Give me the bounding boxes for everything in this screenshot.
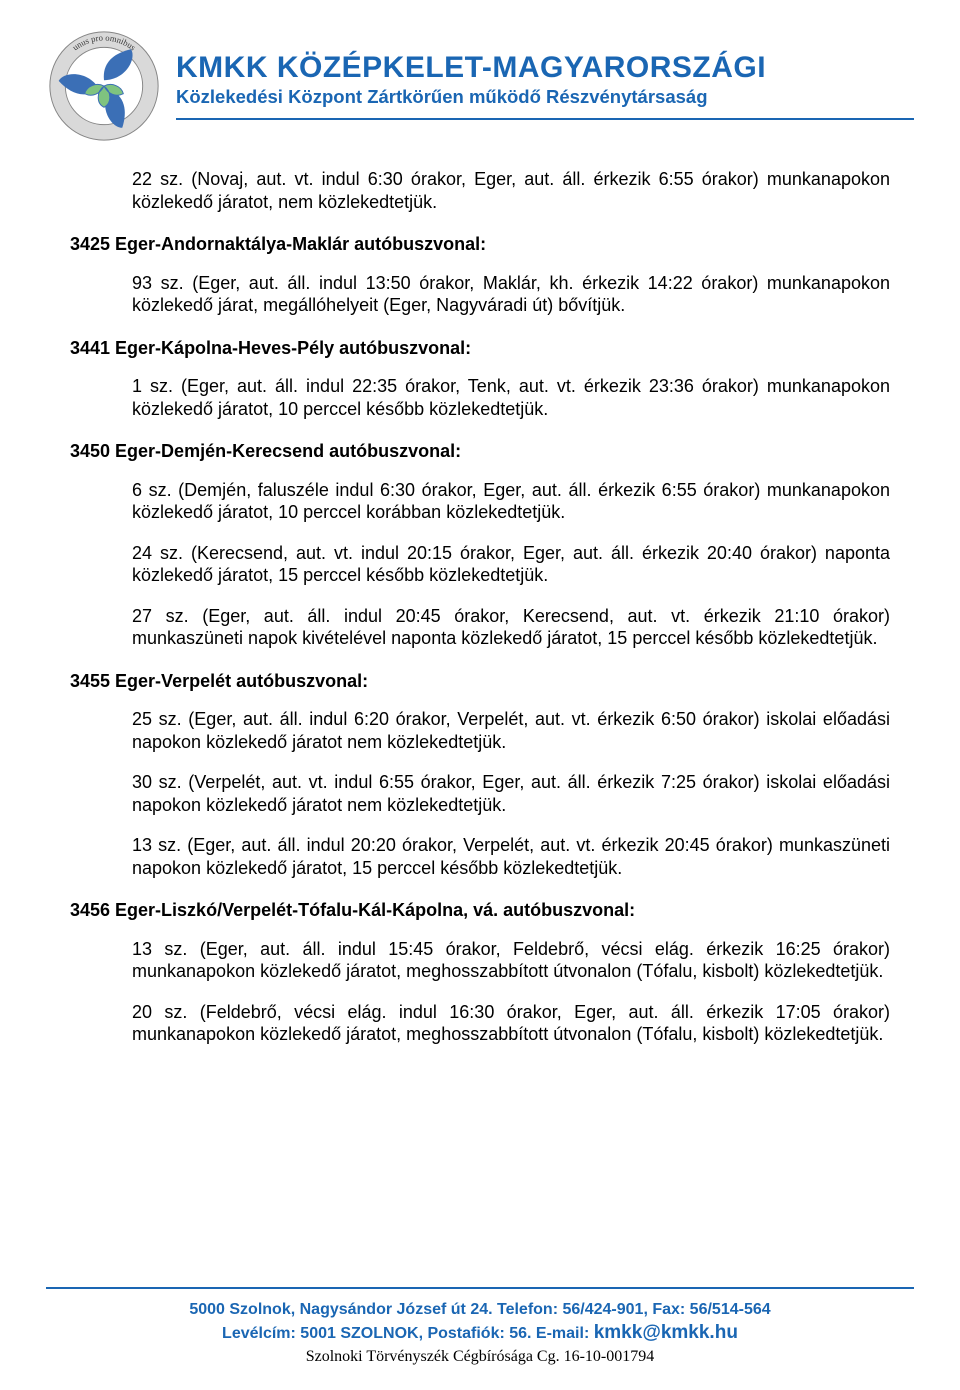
paragraph: 25 sz. (Eger, aut. áll. indul 6:20 órako… [132,708,890,753]
company-logo: unus pro omnibus [46,28,162,144]
paragraph: 13 sz. (Eger, aut. áll. indul 20:20 órak… [132,834,890,879]
title-stack: KMKK KÖZÉPKELET-MAGYARORSZÁGI Közlekedés… [176,52,914,120]
section-heading-3425: 3425 Eger-Andornaktálya-Maklár autóbuszv… [70,233,890,256]
paragraph: 27 sz. (Eger, aut. áll. indul 20:45 órak… [132,605,890,650]
section-heading-3455: 3455 Eger-Verpelét autóbuszvonal: [70,670,890,693]
title-main: KMKK KÖZÉPKELET-MAGYARORSZÁGI [176,52,914,84]
paragraph: 20 sz. (Feldebrő, vécsi elág. indul 16:3… [132,1001,890,1046]
footer-email[interactable]: kmkk@kmkk.hu [594,1322,738,1343]
paragraph: 1 sz. (Eger, aut. áll. indul 22:35 órako… [132,375,890,420]
page-header: unus pro omnibus [46,28,914,144]
paragraph: 24 sz. (Kerecsend, aut. vt. indul 20:15 … [132,542,890,587]
page-footer: 5000 Szolnok, Nagysándor József út 24. T… [46,1273,914,1366]
section-heading-3456: 3456 Eger-Liszkó/Verpelét-Tófalu-Kál-Káp… [70,899,890,922]
footer-registration: Szolnoki Törvényszék Cégbírósága Cg. 16-… [46,1348,914,1366]
title-sub: Közlekedési Központ Zártkörűen működő Ré… [176,86,914,114]
footer-rule [46,1287,914,1289]
content: 22 sz. (Novaj, aut. vt. indul 6:30 órako… [46,154,914,1273]
paragraph: 13 sz. (Eger, aut. áll. indul 15:45 órak… [132,938,890,983]
header-rule [176,118,914,120]
section-heading-3441: 3441 Eger-Kápolna-Heves-Pély autóbuszvon… [70,337,890,360]
section-heading-3450: 3450 Eger-Demjén-Kerecsend autóbuszvonal… [70,440,890,463]
footer-mail-pre: Levélcím: 5001 SZOLNOK, Postafiók: 56. E… [222,1325,594,1342]
footer-mail: Levélcím: 5001 SZOLNOK, Postafiók: 56. E… [46,1320,914,1346]
intro-paragraph: 22 sz. (Novaj, aut. vt. indul 6:30 órako… [132,168,890,213]
paragraph: 6 sz. (Demjén, faluszéle indul 6:30 órak… [132,479,890,524]
paragraph: 93 sz. (Eger, aut. áll. indul 13:50 órak… [132,272,890,317]
paragraph: 30 sz. (Verpelét, aut. vt. indul 6:55 ór… [132,771,890,816]
footer-address: 5000 Szolnok, Nagysándor József út 24. T… [46,1299,914,1321]
page: unus pro omnibus [0,0,960,1390]
